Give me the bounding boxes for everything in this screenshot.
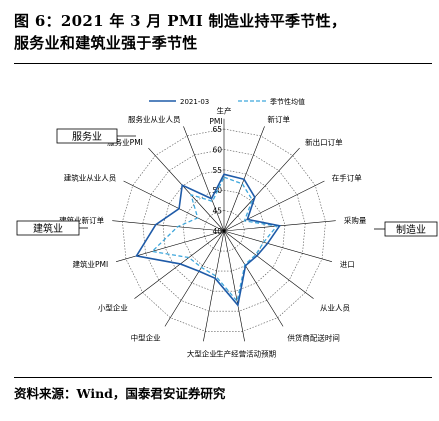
group-box-manufacturing-label: 制造业: [396, 223, 426, 236]
grid-ring-65: [122, 128, 326, 332]
spoke-4: [223, 180, 325, 232]
group-box-construction-label: 建筑业: [33, 222, 63, 235]
series-line-seasonal: [150, 176, 279, 303]
grid-ring-50: [183, 189, 265, 272]
source-note: 资料来源：Wind，国泰君安证券研究: [14, 386, 226, 401]
category-label-6: 进口: [340, 260, 355, 269]
group-box-construction: 建筑业: [16, 220, 88, 236]
group-box-services-label: 服务业: [72, 130, 102, 143]
group-box-services: 服务业: [56, 128, 136, 144]
radar-category-labels: 生产新订单新出口订单在手订单采购量进口从业人员供货商配送时间生产经营活动预期大型…: [59, 106, 367, 359]
spoke-10: [203, 230, 225, 342]
source-divider: [14, 377, 432, 378]
spoke-9: [223, 230, 245, 342]
category-label-10: 大型企业: [187, 348, 217, 358]
category-label-8: 供货商配送时间: [287, 332, 340, 342]
category-label-2: 新订单: [267, 114, 290, 124]
spoke-13: [116, 230, 225, 262]
spoke-15: [123, 180, 225, 232]
title-divider: [14, 63, 432, 64]
legend-label-seasonal: 季节性均值: [270, 97, 305, 106]
spoke-3: [223, 147, 300, 232]
category-label-13: 建筑业PMI: [73, 259, 109, 269]
category-label-12: 小型企业: [98, 303, 128, 313]
figure-title-line-1: 图 6：2021 年 3 月 PMI 制造业持平季节性，: [14, 12, 347, 30]
grid-ring-60: [142, 149, 306, 312]
chart-legend: 2021-03 季节性均值: [149, 97, 305, 106]
category-label-5: 采购量: [344, 215, 367, 225]
legend-label-2021-03: 2021-03: [180, 98, 209, 106]
category-label-4: 在手订单: [332, 172, 362, 182]
spoke-12: [134, 230, 225, 299]
figure-title: 图 6：2021 年 3 月 PMI 制造业持平季节性， 服务业和建筑业强于季节…: [14, 10, 434, 54]
category-label-7: 从业人员: [320, 303, 350, 313]
category-label-9: 生产经营活动预期: [216, 348, 276, 358]
group-box-manufacturing: 制造业: [374, 221, 438, 237]
spoke-6: [223, 230, 332, 262]
tick-label-40: 40: [212, 227, 222, 236]
category-label-11: 中型企业: [131, 332, 161, 342]
category-label-17: 服务业从业人员: [128, 114, 181, 124]
spoke-8: [223, 230, 284, 327]
spoke-11: [164, 230, 225, 327]
tick-label-55: 55: [212, 166, 222, 175]
radial-axis-title: PMI: [209, 117, 222, 126]
series-line-2021-03: [135, 173, 282, 307]
tick-label-60: 60: [212, 145, 222, 154]
category-label-3: 新出口订单: [305, 137, 343, 147]
tick-label-65: 65: [212, 125, 222, 134]
radar-series: [135, 173, 282, 307]
spoke-7: [223, 230, 314, 299]
figure-title-line-2: 服务业和建筑业强于季节性: [14, 34, 198, 52]
spoke-14: [112, 220, 225, 232]
category-label-1: 生产: [217, 106, 232, 116]
radar-spokes: [112, 118, 336, 342]
spoke-17: [183, 126, 225, 232]
radar-grid: [122, 128, 326, 332]
grid-ring-55: [162, 169, 286, 292]
category-label-15: 建筑业从业人员: [64, 172, 117, 182]
grid-ring-45: [203, 210, 245, 252]
category-label-16: 服务业PMI: [107, 137, 143, 147]
spoke-16: [148, 147, 225, 232]
category-label-14: 建筑业新订单: [59, 215, 104, 225]
tick-label-45: 45: [212, 207, 222, 216]
